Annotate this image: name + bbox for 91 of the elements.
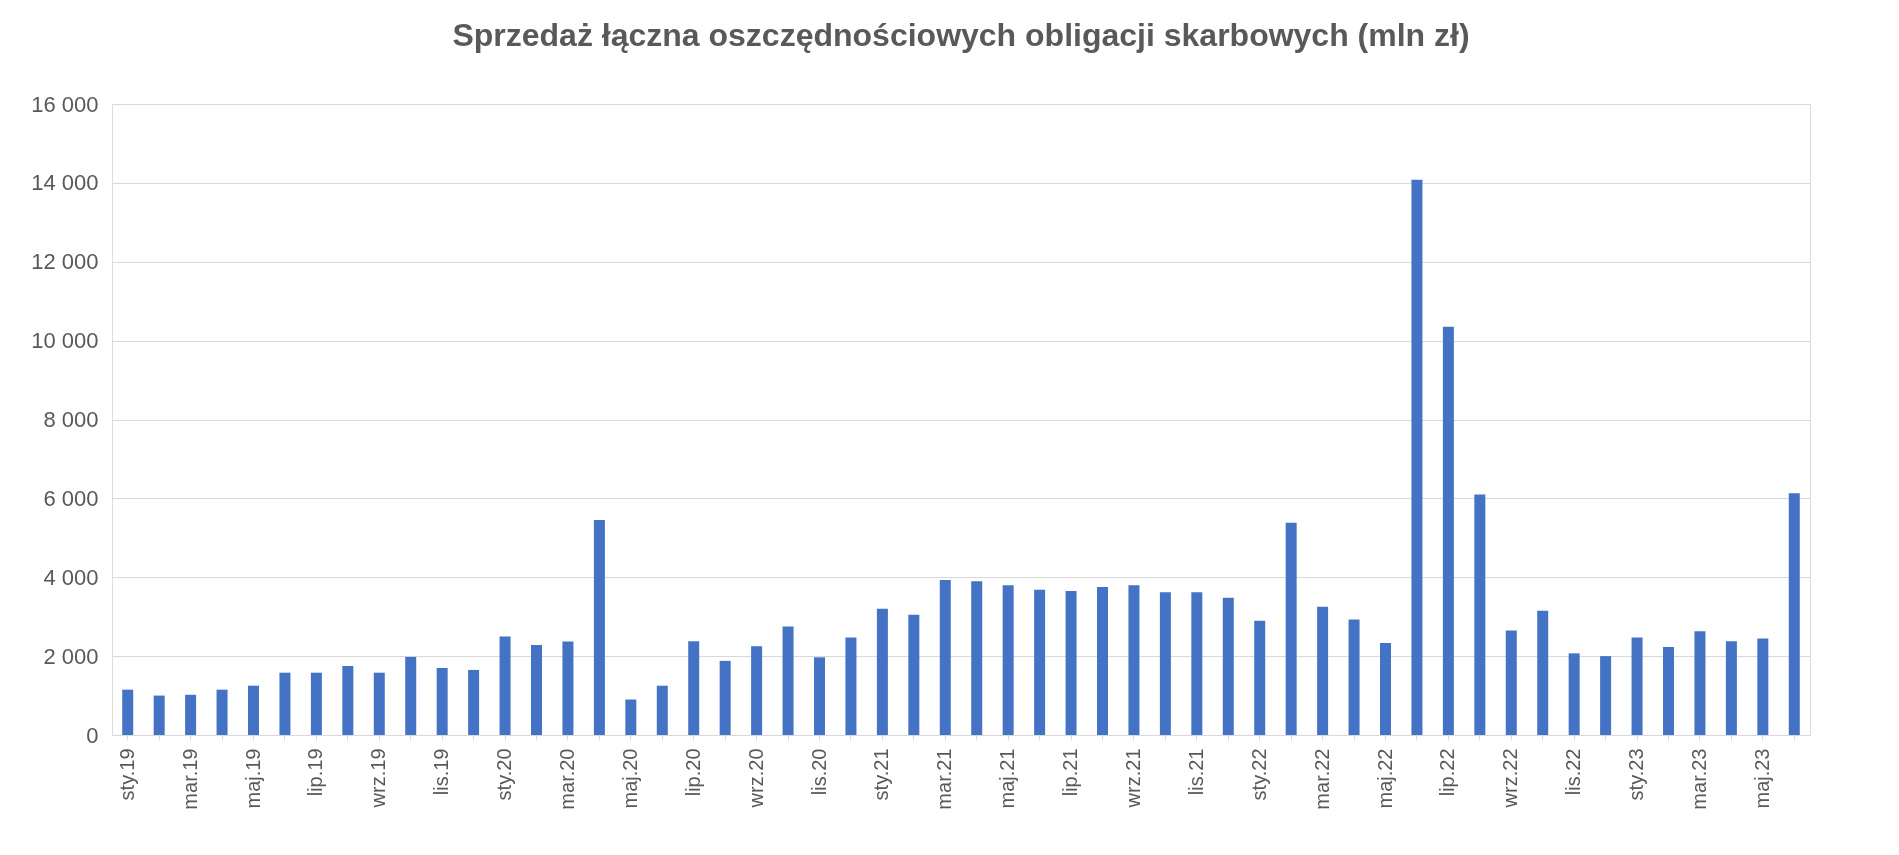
x-tick-label: lis.21 bbox=[1184, 748, 1207, 796]
x-tick-label: lis.20 bbox=[807, 748, 830, 796]
bar bbox=[971, 581, 983, 735]
bar bbox=[1725, 641, 1737, 735]
x-tick-label: maj.19 bbox=[241, 748, 264, 809]
bar bbox=[310, 672, 322, 735]
bar bbox=[1568, 653, 1580, 735]
bar bbox=[1002, 585, 1014, 735]
bar bbox=[1285, 522, 1297, 735]
bar bbox=[1254, 620, 1266, 735]
bar bbox=[814, 657, 825, 735]
bar bbox=[845, 637, 857, 735]
bar bbox=[1788, 493, 1800, 735]
bar bbox=[405, 656, 417, 735]
x-tick-label: maj.22 bbox=[1373, 748, 1396, 809]
bar bbox=[373, 672, 385, 735]
bar bbox=[939, 580, 951, 735]
x-tick-label: maj.20 bbox=[618, 748, 641, 809]
bar bbox=[562, 641, 574, 735]
x-tick-label: sty.19 bbox=[115, 748, 138, 801]
x-tick-label: mar.20 bbox=[555, 748, 578, 810]
bar bbox=[1631, 637, 1643, 735]
bar bbox=[153, 695, 165, 735]
bar bbox=[1348, 619, 1360, 735]
x-tick-label: sty.23 bbox=[1625, 748, 1648, 801]
y-tick-label: 14 000 bbox=[31, 170, 99, 196]
x-tick-label: wrz.19 bbox=[367, 748, 390, 809]
bar bbox=[593, 520, 605, 735]
bar bbox=[1694, 631, 1706, 735]
bar bbox=[1317, 606, 1329, 735]
bar bbox=[876, 608, 888, 735]
bar bbox=[782, 626, 794, 735]
bar bbox=[1757, 638, 1769, 735]
x-tick-label: wrz.21 bbox=[1121, 748, 1144, 809]
bar bbox=[1065, 591, 1077, 735]
y-tick-label: 0 bbox=[86, 722, 99, 748]
bar bbox=[1474, 494, 1486, 735]
x-tick-label: lip.21 bbox=[1059, 748, 1082, 797]
bar bbox=[719, 660, 731, 735]
bar bbox=[279, 672, 291, 735]
bar bbox=[625, 699, 637, 735]
x-tick-label: mar.23 bbox=[1687, 748, 1710, 810]
bar bbox=[1505, 630, 1517, 735]
y-tick-label: 8 000 bbox=[43, 407, 99, 432]
x-tick-label: lip.22 bbox=[1436, 748, 1459, 797]
x-tick-label: maj.21 bbox=[996, 748, 1019, 809]
chart-title: Sprzedaż łączna oszczędnościowych obligacji skarbowych (mln zł) bbox=[452, 17, 1470, 53]
bar bbox=[216, 689, 228, 735]
bar bbox=[1128, 585, 1140, 735]
x-tick-label: maj.23 bbox=[1750, 748, 1773, 809]
bar bbox=[1537, 610, 1549, 735]
x-tick-label: sty.20 bbox=[493, 748, 516, 801]
bar bbox=[656, 685, 668, 735]
y-tick-label: 6 000 bbox=[43, 485, 99, 511]
bar bbox=[908, 614, 920, 735]
x-tick-label: mar.19 bbox=[178, 748, 201, 810]
bar bbox=[688, 641, 700, 735]
bar bbox=[342, 665, 354, 735]
bar bbox=[436, 667, 448, 735]
bar bbox=[1442, 326, 1454, 735]
bar bbox=[122, 689, 134, 735]
x-tick-label: sty.21 bbox=[870, 748, 893, 801]
bar bbox=[1222, 597, 1234, 735]
x-tick-label: sty.22 bbox=[1247, 748, 1270, 801]
bar bbox=[1097, 587, 1108, 735]
x-tick-label: mar.22 bbox=[1310, 748, 1333, 810]
bar bbox=[248, 685, 259, 735]
x-tick-label: lis.19 bbox=[430, 748, 453, 796]
x-tick-label: wrz.20 bbox=[744, 748, 767, 809]
y-tick-label: 4 000 bbox=[43, 564, 99, 590]
bar bbox=[531, 645, 542, 735]
x-tick-label: mar.21 bbox=[933, 748, 956, 810]
bar bbox=[1411, 179, 1423, 735]
x-tick-label: lip.20 bbox=[681, 748, 704, 797]
x-tick-label: lip.19 bbox=[304, 748, 327, 797]
y-tick-label: 10 000 bbox=[31, 328, 99, 354]
bar bbox=[1159, 592, 1171, 735]
x-tick-label: lis.22 bbox=[1562, 748, 1585, 796]
y-tick-label: 12 000 bbox=[31, 249, 99, 275]
x-tick-label: wrz.22 bbox=[1499, 748, 1522, 809]
bar bbox=[1663, 647, 1674, 735]
bar bbox=[1600, 656, 1612, 735]
bar bbox=[499, 636, 511, 735]
bar bbox=[1191, 592, 1203, 735]
bar bbox=[468, 669, 480, 735]
bar bbox=[751, 646, 763, 735]
bar bbox=[1034, 589, 1046, 735]
y-tick-label: 16 000 bbox=[31, 91, 99, 117]
bar bbox=[185, 694, 197, 735]
bar bbox=[1380, 643, 1391, 735]
y-tick-label: 2 000 bbox=[43, 643, 99, 669]
